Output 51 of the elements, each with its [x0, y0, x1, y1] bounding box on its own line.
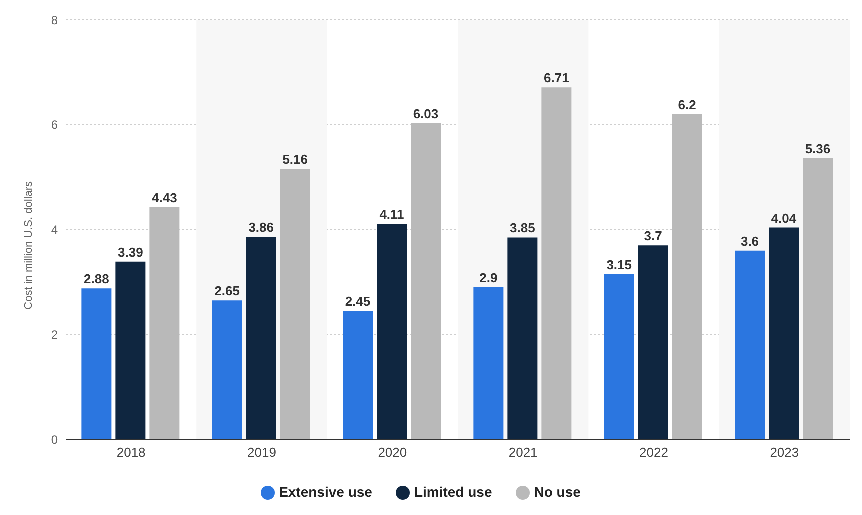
bar	[116, 262, 146, 440]
bar	[212, 300, 242, 440]
data-label: 3.39	[118, 244, 144, 260]
data-label: 6.2	[678, 97, 696, 112]
bar	[803, 158, 834, 440]
data-label: 6.71	[544, 70, 570, 86]
x-tick-label: 2019	[248, 444, 276, 460]
data-label: 2.88	[84, 272, 110, 287]
data-label: 5.36	[805, 142, 831, 156]
bar	[474, 288, 504, 440]
bar	[343, 311, 374, 440]
bar	[150, 207, 180, 440]
legend-label: Extensive use	[279, 484, 372, 500]
data-label: 4.43	[152, 190, 178, 206]
x-tick-label: 2022	[640, 444, 668, 460]
x-tick-label: 2021	[508, 444, 538, 460]
legend-label: Limited use	[414, 484, 492, 500]
bar	[672, 114, 702, 440]
bar	[638, 246, 668, 440]
y-axis-title: Cost in million U.S. dollars	[22, 180, 35, 310]
bar	[82, 288, 112, 440]
x-tick-label: 2023	[770, 444, 800, 460]
bar	[735, 250, 766, 440]
data-label: 4.11	[380, 207, 404, 222]
data-label: 3.6	[740, 234, 760, 249]
bar	[508, 238, 538, 440]
data-label: 2.9	[480, 270, 498, 286]
y-tick-label: 4	[51, 223, 58, 238]
y-tick-label: 0	[51, 432, 58, 447]
legend-label: No use	[534, 484, 581, 500]
data-label: 2.45	[345, 294, 371, 310]
data-label: 6.03	[413, 106, 439, 122]
y-tick-label: 2	[51, 328, 58, 342]
x-tick-label: 2018	[116, 444, 146, 460]
bar	[542, 88, 572, 440]
bar	[280, 168, 310, 440]
bar	[246, 237, 276, 440]
data-label: 3.7	[644, 228, 662, 244]
data-label: 3.86	[248, 220, 274, 236]
bar	[769, 228, 800, 440]
data-label: 4.04	[771, 210, 798, 226]
bar	[604, 274, 634, 440]
bar	[411, 123, 442, 440]
x-tick-label: 2020	[378, 444, 408, 460]
data-label: 3.15	[606, 257, 632, 272]
data-label: 2.65	[214, 284, 240, 299]
data-label: 5.16	[282, 152, 308, 167]
data-label: 3.85	[510, 220, 536, 236]
y-tick-label: 6	[51, 118, 58, 132]
y-tick-label: 8	[51, 13, 58, 28]
bar	[377, 224, 408, 440]
